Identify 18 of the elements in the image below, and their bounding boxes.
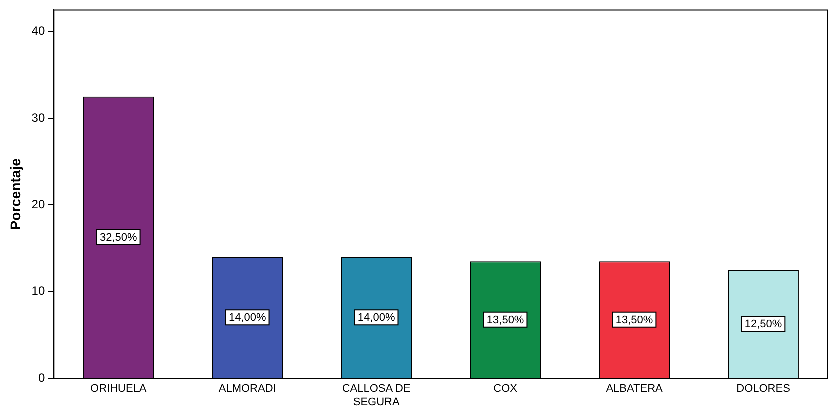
data-label: 14,00% xyxy=(228,312,266,324)
data-label: 14,00% xyxy=(358,312,396,324)
y-tick-label: 20 xyxy=(32,198,46,212)
y-axis-title: Porcentaje xyxy=(7,158,24,230)
data-label: 32,50% xyxy=(100,232,138,244)
x-tick-label: ALBATERA xyxy=(606,383,664,396)
x-tick-label: CALLOSA DE SEGURA xyxy=(342,383,411,408)
x-tick-label: ORIHUELA xyxy=(90,383,148,396)
y-tick-label: 40 xyxy=(32,24,46,38)
y-tick-label: 10 xyxy=(32,284,46,298)
data-label: 12,50% xyxy=(744,318,782,331)
x-tick-label: DOLORES xyxy=(736,383,790,396)
y-tick-label: 30 xyxy=(32,110,46,125)
data-label: 13,50% xyxy=(486,314,524,326)
y-tick-label: 0 xyxy=(38,370,46,385)
x-tick-label: ALMORADI xyxy=(218,383,276,396)
x-tick-label: COX xyxy=(494,383,518,396)
data-label: 13,50% xyxy=(616,314,654,326)
